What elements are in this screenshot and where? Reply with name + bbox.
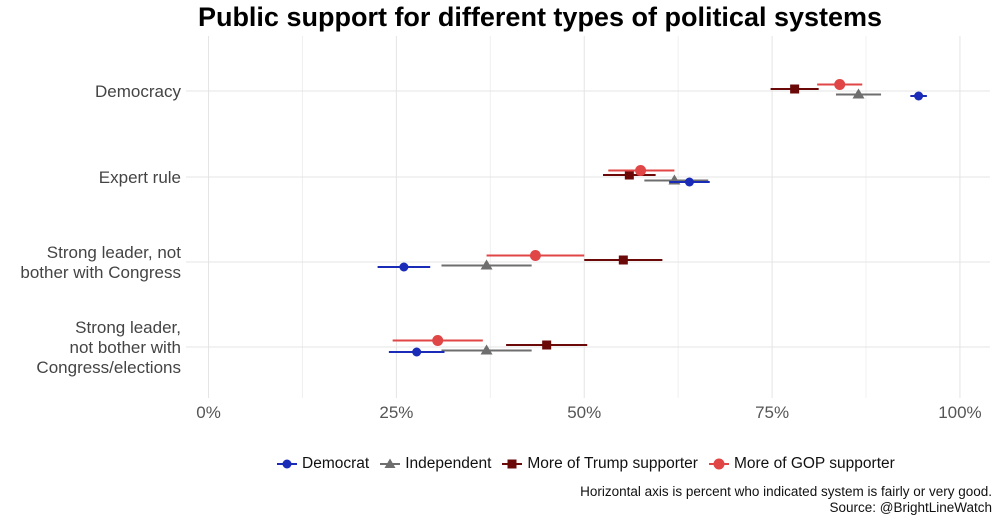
chart-title: Public support for different types of po…: [197, 2, 883, 32]
more-of-gop-supporter-point: [635, 165, 647, 176]
legend-item-trump-supporter: More of Trump supporter: [501, 455, 698, 473]
more-of-gop-supporter-point: [529, 250, 541, 261]
gop-supporter-legend-key: [708, 458, 729, 470]
independent-point: [852, 88, 865, 99]
more-of-trump-supporter-point: [618, 255, 628, 265]
democrat-point: [684, 177, 694, 187]
more-of-gop-supporter-point: [432, 335, 444, 346]
democrat-point: [914, 91, 924, 101]
legend-item-gop-supporter: More of GOP supporter: [708, 455, 895, 473]
trump-supporter-legend-key: [502, 459, 523, 469]
chart-legend: Democrat Independent More of Trump suppo…: [276, 453, 905, 475]
y-category-label: Strong leader, not bother with Congress: [20, 243, 181, 282]
independent-point: [480, 344, 493, 355]
more-of-gop-supporter-point: [834, 79, 846, 90]
x-tick-label: 25%: [379, 403, 413, 422]
democrat-legend-key: [277, 459, 297, 469]
independent-point: [480, 259, 493, 270]
democrat-point: [412, 347, 422, 357]
legend-item-democrat: Democrat: [276, 455, 369, 473]
legend-label: More of Trump supporter: [527, 455, 698, 472]
x-tick-label: 75%: [755, 403, 789, 422]
legend-item-independent: Independent: [379, 455, 491, 473]
x-tick-label: 0%: [196, 403, 221, 422]
y-category-label: Strong leader, not bother with Congress/el…: [36, 318, 181, 377]
more-of-trump-supporter-point: [624, 170, 634, 180]
caption-source: Source: @BrightLineWatch: [829, 500, 992, 515]
caption-axis-note: Horizontal axis is percent who indicated…: [580, 484, 992, 499]
chart-plot: 0% 25% 50% 75% 100% Democracy Expert rule Stron…: [20, 36, 990, 422]
x-tick-label: 50%: [567, 403, 601, 422]
legend-label: Independent: [405, 455, 492, 472]
independent-legend-key: [380, 458, 401, 468]
y-category-label: Democracy: [95, 82, 181, 101]
x-tick-label: 100%: [938, 403, 981, 422]
more-of-trump-supporter-point: [542, 340, 552, 350]
y-category-label: Expert rule: [99, 168, 181, 187]
more-of-trump-supporter-point: [790, 84, 800, 94]
legend-label: Democrat: [302, 455, 370, 472]
chart-caption: Horizontal axis is percent who indicated…: [580, 484, 992, 516]
legend-label: More of GOP supporter: [733, 455, 895, 472]
democrat-point: [399, 262, 409, 272]
